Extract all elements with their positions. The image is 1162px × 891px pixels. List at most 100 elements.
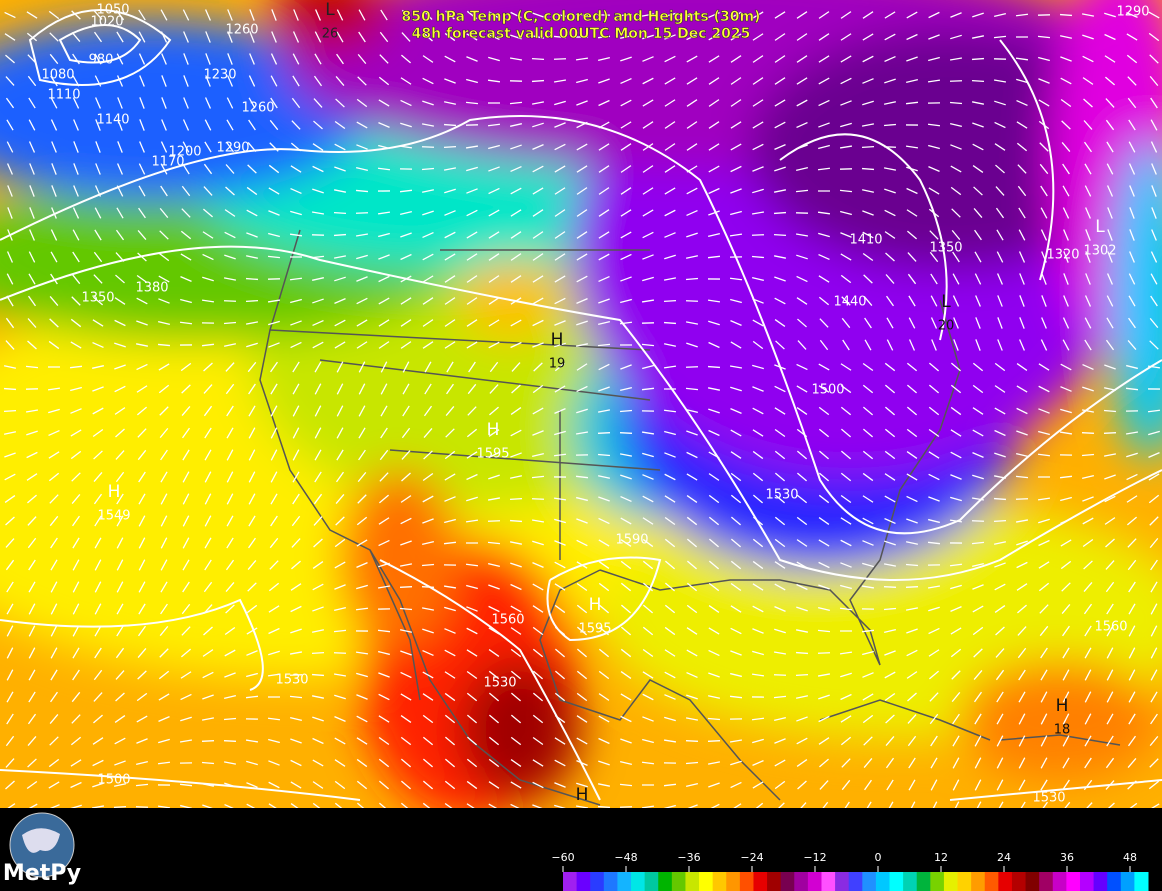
wind-arrow (336, 383, 344, 395)
wind-arrow (1019, 295, 1025, 307)
wind-arrow (796, 363, 808, 371)
wind-arrow (708, 55, 720, 63)
wind-arrow (796, 450, 808, 460)
wind-arrow (708, 516, 720, 526)
wind-arrow (356, 341, 368, 349)
wind-arrow (224, 649, 236, 657)
wind-arrow (774, 319, 786, 327)
wind-arrow (378, 122, 390, 128)
wind-arrow (270, 361, 278, 373)
wind-arrow (246, 650, 258, 656)
wind-arrow (378, 275, 390, 283)
wind-arrow (928, 606, 940, 612)
wind-arrow (861, 629, 875, 633)
colorbar-swatch (739, 872, 754, 891)
wind-arrow (928, 11, 940, 19)
wind-arrow (620, 626, 632, 636)
wind-arrow (268, 738, 280, 744)
wind-arrow (314, 361, 322, 373)
wind-arrow (378, 76, 390, 86)
wind-arrow (752, 516, 764, 526)
colorbar-swatch (794, 872, 809, 891)
wind-arrow (488, 781, 500, 789)
wind-arrow (532, 384, 544, 394)
wind-arrow (532, 319, 544, 327)
wind-arrow (642, 693, 654, 701)
wind-arrow (378, 758, 390, 768)
wind-arrow (28, 603, 36, 615)
wind-arrow (422, 495, 434, 503)
wind-arrow (138, 163, 146, 175)
wind-arrow (928, 384, 940, 394)
wind-arrow (796, 297, 808, 305)
wind-arrow (334, 120, 346, 130)
wind-arrow (117, 97, 123, 109)
wind-arrow (444, 736, 456, 746)
wind-arrow (117, 119, 123, 131)
wind-arrow (862, 428, 874, 438)
wind-arrow (1061, 120, 1071, 130)
contour-label: 1140 (96, 113, 129, 128)
wind-arrow (685, 300, 699, 302)
wind-arrow (71, 493, 81, 505)
wind-arrow (335, 516, 345, 526)
wind-arrow (884, 33, 896, 41)
wind-arrow (687, 804, 698, 808)
wind-arrow (532, 759, 544, 767)
wind-arrow (401, 9, 411, 21)
wind-arrow (509, 497, 523, 501)
wind-arrow (50, 581, 58, 593)
wind-arrow (840, 539, 852, 547)
wind-arrow (1016, 583, 1028, 591)
wind-arrow (598, 363, 610, 371)
wind-arrow (576, 582, 588, 592)
wind-arrow (884, 78, 896, 84)
wind-arrow (487, 79, 501, 83)
wind-arrow (973, 691, 983, 703)
wind-arrow (356, 297, 368, 305)
wind-arrow (181, 185, 191, 197)
wind-arrow (641, 805, 655, 808)
wind-arrow (598, 517, 610, 525)
wind-arrow (752, 583, 764, 591)
wind-arrow (973, 186, 983, 196)
wind-arrow (707, 740, 721, 742)
wind-arrow (818, 33, 830, 41)
wind-arrow (335, 76, 345, 86)
wind-arrow (708, 672, 720, 678)
wind-arrow (686, 671, 698, 679)
wind-arrow (1016, 561, 1028, 569)
wind-arrow (598, 209, 610, 217)
wind-arrow (819, 318, 829, 328)
wind-arrow (71, 10, 81, 20)
wind-arrow (1148, 452, 1160, 458)
wind-arrow (1063, 273, 1069, 285)
wind-arrow (248, 493, 256, 505)
wind-arrow (400, 540, 412, 546)
wind-arrow (248, 427, 256, 439)
wind-arrow (642, 187, 654, 195)
wind-arrow (1149, 735, 1159, 747)
wind-arrow (1085, 251, 1091, 263)
wind-arrow (443, 123, 457, 127)
wind-arrow (532, 714, 544, 724)
wind-arrow (883, 101, 897, 105)
wind-arrow (686, 694, 698, 700)
wind-arrow (1106, 713, 1114, 725)
wind-arrow (972, 474, 984, 480)
wind-arrow (910, 801, 916, 808)
wind-arrow (180, 716, 192, 722)
wind-arrow (906, 362, 918, 372)
wind-arrow (248, 383, 256, 395)
wind-arrow (224, 695, 236, 699)
wind-arrow (972, 12, 984, 18)
wind-arrow (203, 362, 213, 372)
wind-arrow (249, 53, 255, 65)
wind-arrow (972, 143, 984, 151)
wind-arrow (379, 472, 389, 482)
wind-arrow (1084, 735, 1092, 747)
wind-arrow (1128, 141, 1136, 153)
wind-arrow (664, 55, 676, 63)
wind-arrow (774, 407, 786, 415)
wind-arrow (50, 625, 58, 637)
